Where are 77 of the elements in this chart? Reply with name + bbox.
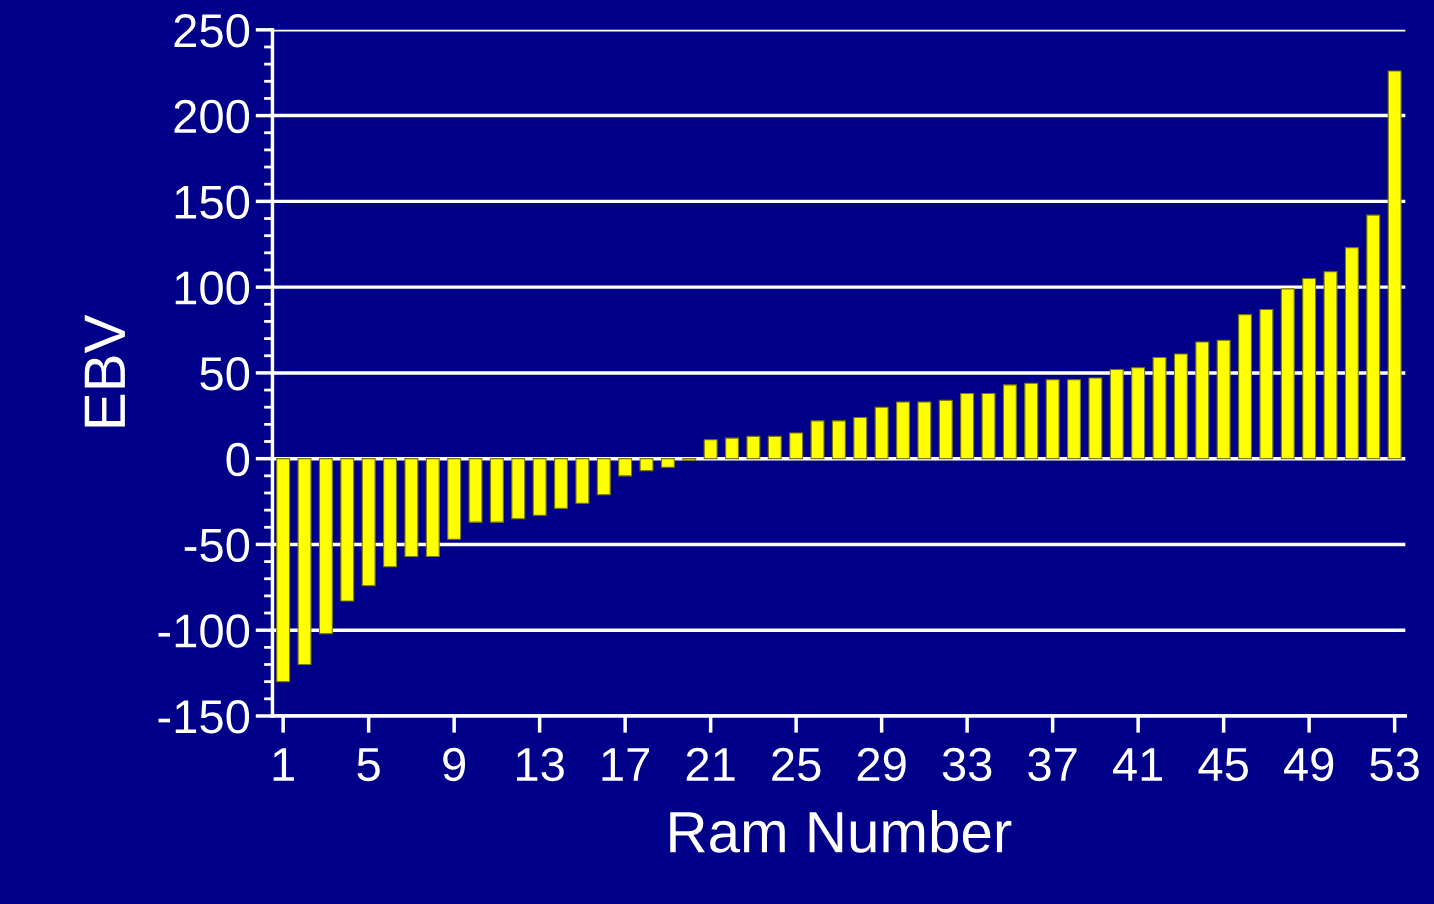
- bar: [1002, 384, 1017, 460]
- bar: [853, 416, 868, 460]
- bar: [896, 401, 910, 460]
- bar: [917, 401, 932, 460]
- bar: [660, 458, 675, 468]
- bar: [703, 439, 718, 460]
- bar: [1067, 379, 1081, 460]
- bar: [1302, 278, 1317, 460]
- bar: [1088, 377, 1103, 460]
- bar: [318, 458, 333, 635]
- x-tick-label: 13: [516, 747, 564, 782]
- x-tick-label: 49: [1283, 747, 1334, 782]
- bar: [1280, 288, 1295, 460]
- x-tick-label: 53: [1370, 747, 1419, 782]
- y-tick-label: 50: [200, 357, 250, 391]
- bar: [1387, 70, 1402, 460]
- x-tick-label: 17: [602, 748, 650, 781]
- bar: [468, 458, 483, 523]
- bar: [746, 435, 761, 460]
- bar: [618, 458, 633, 477]
- y-axis-title: EBV: [84, 314, 125, 427]
- bar: [1131, 367, 1146, 460]
- y-tick-label: -150: [158, 700, 250, 734]
- bar: [447, 458, 462, 540]
- bar: [725, 437, 739, 460]
- bar: [361, 458, 376, 587]
- bar: [789, 432, 804, 460]
- y-tick-label: 250: [174, 13, 250, 48]
- bar: [981, 392, 996, 460]
- bar: [532, 458, 547, 516]
- x-tick-label: 1: [273, 748, 294, 781]
- y-tick-label: 150: [175, 185, 250, 219]
- x-tick-label: 21: [686, 747, 735, 781]
- x-tick-label: 45: [1198, 748, 1248, 782]
- bar: [297, 458, 312, 666]
- bar: [575, 458, 590, 504]
- bar: [1216, 339, 1231, 460]
- bar: [596, 458, 611, 496]
- bar: [425, 458, 440, 557]
- bar: [1109, 368, 1124, 460]
- bar: [831, 420, 846, 460]
- y-tick-label: -50: [184, 528, 250, 563]
- bar: [1195, 341, 1210, 460]
- bar: [404, 458, 419, 557]
- bar: [1238, 314, 1252, 460]
- x-tick-label: 33: [942, 747, 992, 782]
- bar: [1024, 382, 1039, 460]
- bar: [276, 458, 291, 683]
- bar: [1323, 271, 1338, 460]
- bar: [960, 392, 975, 460]
- bar: [489, 458, 504, 523]
- bar: [1259, 308, 1274, 460]
- bar: [554, 458, 568, 509]
- bar: [1366, 214, 1381, 460]
- bar: [639, 458, 654, 472]
- bar: [1045, 379, 1060, 460]
- y-tick-label: 100: [175, 271, 250, 305]
- bar: [511, 458, 526, 520]
- y-tick-label: -100: [158, 614, 250, 648]
- x-tick-label: 25: [772, 747, 821, 782]
- bar: [767, 435, 782, 460]
- bar: [1152, 356, 1167, 460]
- bar: [1344, 247, 1359, 460]
- bar: [938, 399, 953, 460]
- y-tick-label: 0: [226, 442, 250, 477]
- x-axis-title: Ram Number: [670, 809, 1012, 853]
- x-tick-label: 41: [1112, 748, 1163, 781]
- x-tick-label: 9: [443, 747, 466, 782]
- x-tick-label: 5: [357, 748, 380, 782]
- y-tick-label: 200: [174, 99, 250, 134]
- bar: [874, 406, 889, 460]
- x-tick-label: 37: [1028, 747, 1077, 782]
- bar: [340, 458, 355, 602]
- bar: [1173, 353, 1188, 460]
- x-tick-label: 29: [857, 747, 906, 782]
- bar: [383, 458, 397, 568]
- bar: [810, 420, 825, 460]
